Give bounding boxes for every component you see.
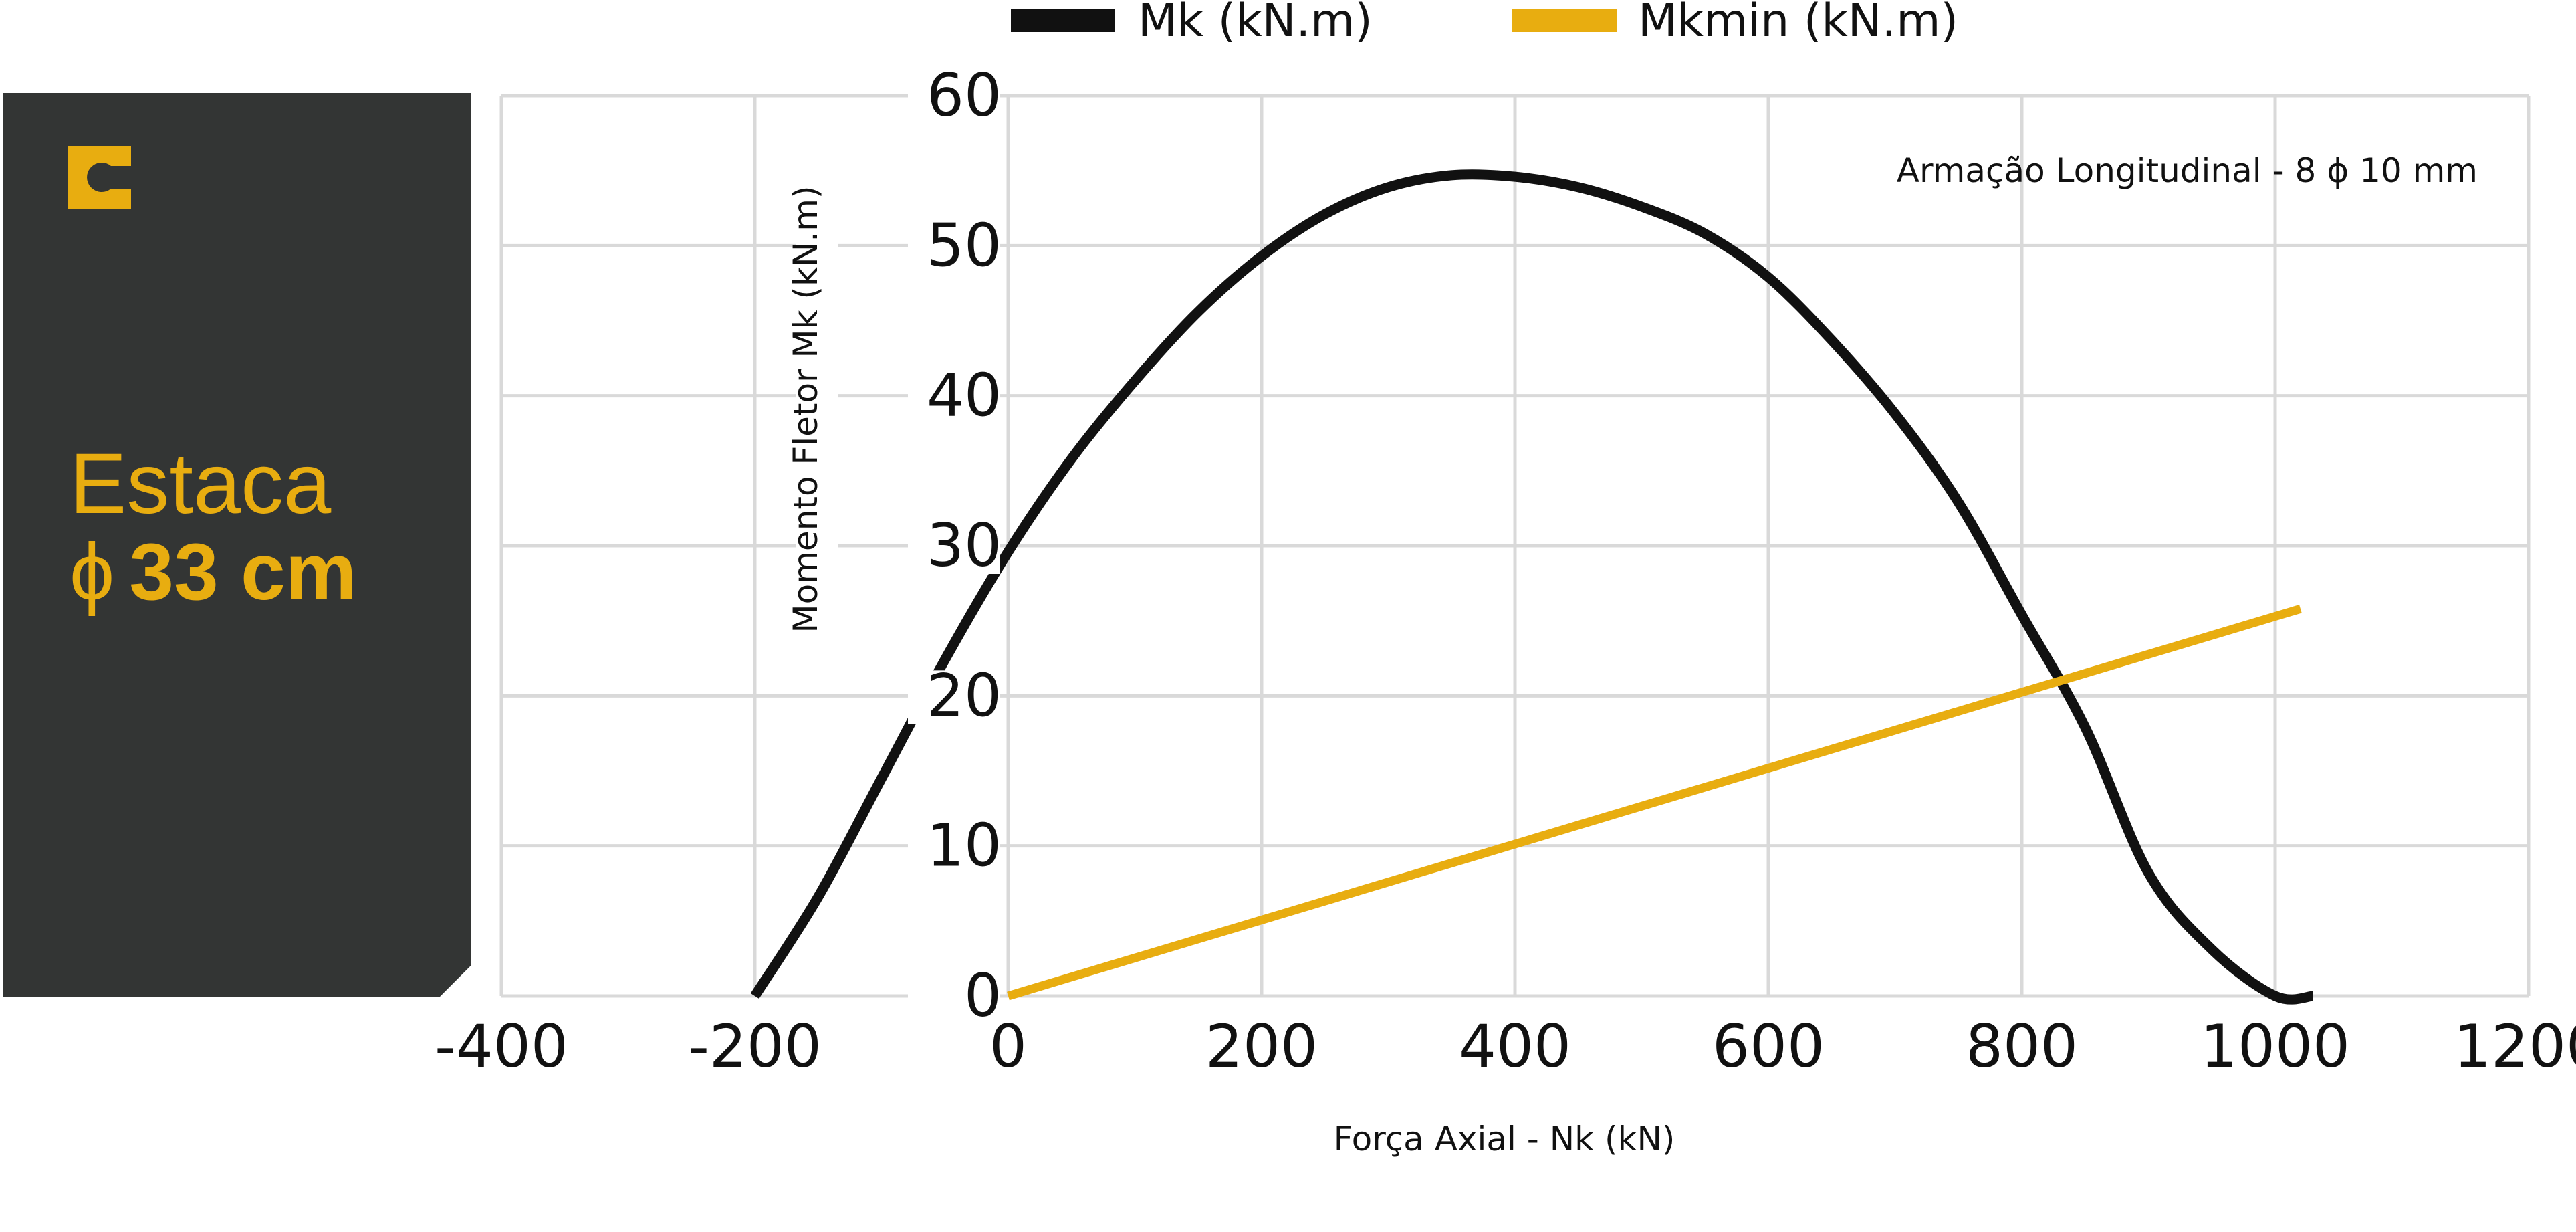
y-tick-label: 30 xyxy=(927,511,1002,580)
x-tick-label: -200 xyxy=(688,1012,822,1081)
reinforcement-annotation: Armação Longitudinal - 8 ϕ 10 mm xyxy=(1897,151,2478,190)
legend-label-mk: Mk (kN.m) xyxy=(1138,0,1373,47)
y-tick-label-background xyxy=(908,970,1000,1024)
series-layer xyxy=(750,169,2314,1005)
y-tick-label: 20 xyxy=(927,661,1002,730)
y-tick-label-background xyxy=(908,520,1000,574)
y-tick-label: 10 xyxy=(927,811,1002,880)
x-tick-label: 800 xyxy=(1966,1012,2078,1081)
x-axis-label: Força Axial - Nk (kN) xyxy=(1334,1120,1675,1158)
grid xyxy=(499,94,2531,998)
pile-title: Estaca xyxy=(70,436,332,532)
x-tick-label: 400 xyxy=(1459,1012,1571,1081)
y-axis-label-background xyxy=(796,144,838,679)
y-tick-label: 0 xyxy=(964,961,1002,1030)
y-tick-label-background xyxy=(908,220,1000,274)
y-tick-label-background xyxy=(908,70,1000,124)
series-line-mk xyxy=(750,169,2314,1005)
c-logo-icon xyxy=(68,146,131,209)
y-tick-label: 40 xyxy=(927,361,1002,430)
x-tick-label: 600 xyxy=(1712,1012,1825,1081)
y-tick-label-background xyxy=(908,370,1000,424)
x-tick-label: 1000 xyxy=(2200,1012,2350,1081)
y-tick-labels: 0 10 20 30 40 50 60 xyxy=(908,61,1002,1030)
legend-swatch-mkmin xyxy=(1512,9,1617,32)
legend-label-mkmin: Mkmin (kN.m) xyxy=(1638,0,1958,47)
side-panel xyxy=(3,93,471,997)
x-tick-label: -400 xyxy=(435,1012,568,1081)
pile-diameter: ϕ 33 cm xyxy=(70,532,356,612)
y-axis-label: Momento Fletor Mk (kN.m) xyxy=(786,186,825,633)
y-tick-label: 60 xyxy=(927,61,1002,130)
diameter-value: 33 cm xyxy=(129,527,357,617)
legend-swatch-mk xyxy=(1011,9,1115,32)
y-tick-label-background xyxy=(908,670,1000,724)
x-tick-label: 200 xyxy=(1205,1012,1318,1081)
y-tick-label: 50 xyxy=(927,211,1002,280)
series-line-mkmin xyxy=(1007,604,2302,1001)
diameter-symbol: ϕ xyxy=(70,527,115,617)
y-tick-label-background xyxy=(908,820,1000,874)
